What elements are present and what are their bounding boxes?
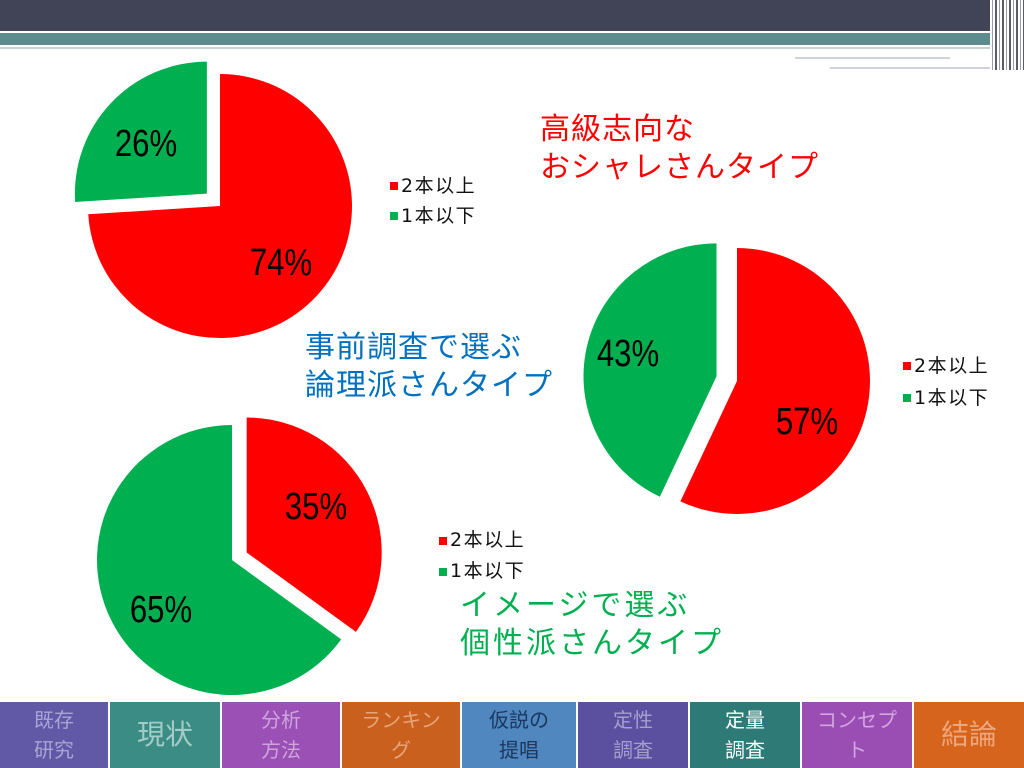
pie-chart: 57% 43% xyxy=(583,243,870,514)
legend-label: 2本以上 xyxy=(401,175,477,197)
header-rule xyxy=(795,57,950,59)
caption-individual-type: イメージで選ぶ 個性派さんタイプ xyxy=(460,587,724,663)
legend-swatch xyxy=(439,567,447,576)
nav-tab-label: 調査 xyxy=(613,738,653,762)
caption-line: 事前調査で選ぶ xyxy=(305,330,522,365)
legend-item: 2本以上 xyxy=(390,171,476,201)
chart-legend: 2本以上 1本以下 xyxy=(439,525,525,587)
nav-tab-label: 方法 xyxy=(261,738,301,762)
legend-item: 2本以上 xyxy=(439,525,525,556)
pie-slice xyxy=(96,425,342,695)
legend-swatch xyxy=(390,212,398,220)
header-band xyxy=(0,0,990,31)
nav-tab-label: 既存 xyxy=(34,708,74,732)
pie-chart: 74% 26% xyxy=(74,61,352,338)
nav-tab-label: 仮説の xyxy=(489,708,549,732)
chart-legend: 2本以上 1本以下 xyxy=(390,171,476,231)
pie-slice xyxy=(88,74,352,338)
legend-label: 2本以上 xyxy=(450,529,526,551)
pie-chart: 35% 65% xyxy=(96,417,382,695)
nav-tab-analysis-method[interactable]: 分析 方法 xyxy=(222,702,340,768)
data-label: 57% xyxy=(776,401,838,443)
legend-swatch xyxy=(439,536,447,545)
nav-tab-label: 定性 xyxy=(613,708,653,732)
legend-item: 1本以下 xyxy=(903,382,989,414)
section-nav-bar: 既存 研究 現状 分析 方法 ランキン グ 仮説の 提唱 定性 調査 定量 調査… xyxy=(0,702,1024,768)
caption-line: イメージで選ぶ xyxy=(460,588,691,623)
data-label: 35% xyxy=(285,486,347,528)
legend-swatch xyxy=(390,182,398,190)
pie-slice xyxy=(680,248,870,514)
caption-line: おシャレさんタイプ xyxy=(540,150,819,185)
caption-luxury-fashion-type: 高級志向な おシャレさんタイプ xyxy=(540,111,819,187)
data-label: 65% xyxy=(130,589,192,631)
legend-label: 2本以上 xyxy=(914,355,990,377)
pie-slice xyxy=(74,61,207,202)
caption-logical-type: 事前調査で選ぶ 論理派さんタイプ xyxy=(305,329,553,405)
nav-tab-hypothesis[interactable]: 仮説の 提唱 xyxy=(462,702,576,768)
header-stripes xyxy=(990,0,1024,70)
nav-tab-current-status[interactable]: 現状 xyxy=(110,702,220,768)
caption-line: 高級志向な xyxy=(540,112,695,147)
legend-item: 1本以下 xyxy=(439,556,525,587)
legend-item: 1本以下 xyxy=(390,201,476,231)
legend-swatch xyxy=(903,394,911,402)
legend-label: 1本以下 xyxy=(450,560,526,582)
nav-tab-label: ランキン xyxy=(361,708,441,732)
data-label: 74% xyxy=(250,242,312,284)
header-accent-band xyxy=(0,33,990,45)
nav-tab-qualitative-survey[interactable]: 定性 調査 xyxy=(578,702,688,768)
pie-slice xyxy=(246,417,382,632)
caption-line: 論理派さんタイプ xyxy=(305,368,553,403)
data-label: 26% xyxy=(115,123,177,165)
nav-tab-concept[interactable]: コンセプ ト xyxy=(802,702,912,768)
nav-tab-existing-research[interactable]: 既存 研究 xyxy=(0,702,108,768)
data-label: 43% xyxy=(597,333,659,375)
nav-tab-label: 現状 xyxy=(136,718,193,751)
header-rule xyxy=(830,67,1000,69)
nav-tab-label: 調査 xyxy=(725,738,765,762)
pie-slice xyxy=(583,243,717,497)
nav-tab-label: 結論 xyxy=(940,718,997,751)
nav-tab-label: グ xyxy=(391,738,411,762)
nav-tab-label: コンセプ xyxy=(817,708,897,732)
nav-tab-label: 提唱 xyxy=(499,738,539,762)
caption-line: 個性派さんタイプ xyxy=(460,626,724,661)
nav-tab-label: ト xyxy=(847,738,867,762)
nav-tab-ranking[interactable]: ランキン グ xyxy=(342,702,460,768)
legend-label: 1本以下 xyxy=(914,387,990,409)
legend-label: 1本以下 xyxy=(401,205,477,227)
legend-swatch xyxy=(903,362,911,370)
chart-legend: 2本以上 1本以下 xyxy=(903,350,989,414)
nav-tab-label: 研究 xyxy=(34,738,74,762)
nav-tab-quantitative-survey[interactable]: 定量 調査 xyxy=(690,702,800,768)
nav-tab-label: 分析 xyxy=(261,708,301,732)
legend-item: 2本以上 xyxy=(903,350,989,382)
nav-tab-label: 定量 xyxy=(725,708,765,732)
header-rule xyxy=(0,47,990,49)
nav-tab-conclusion[interactable]: 結論 xyxy=(914,702,1024,768)
